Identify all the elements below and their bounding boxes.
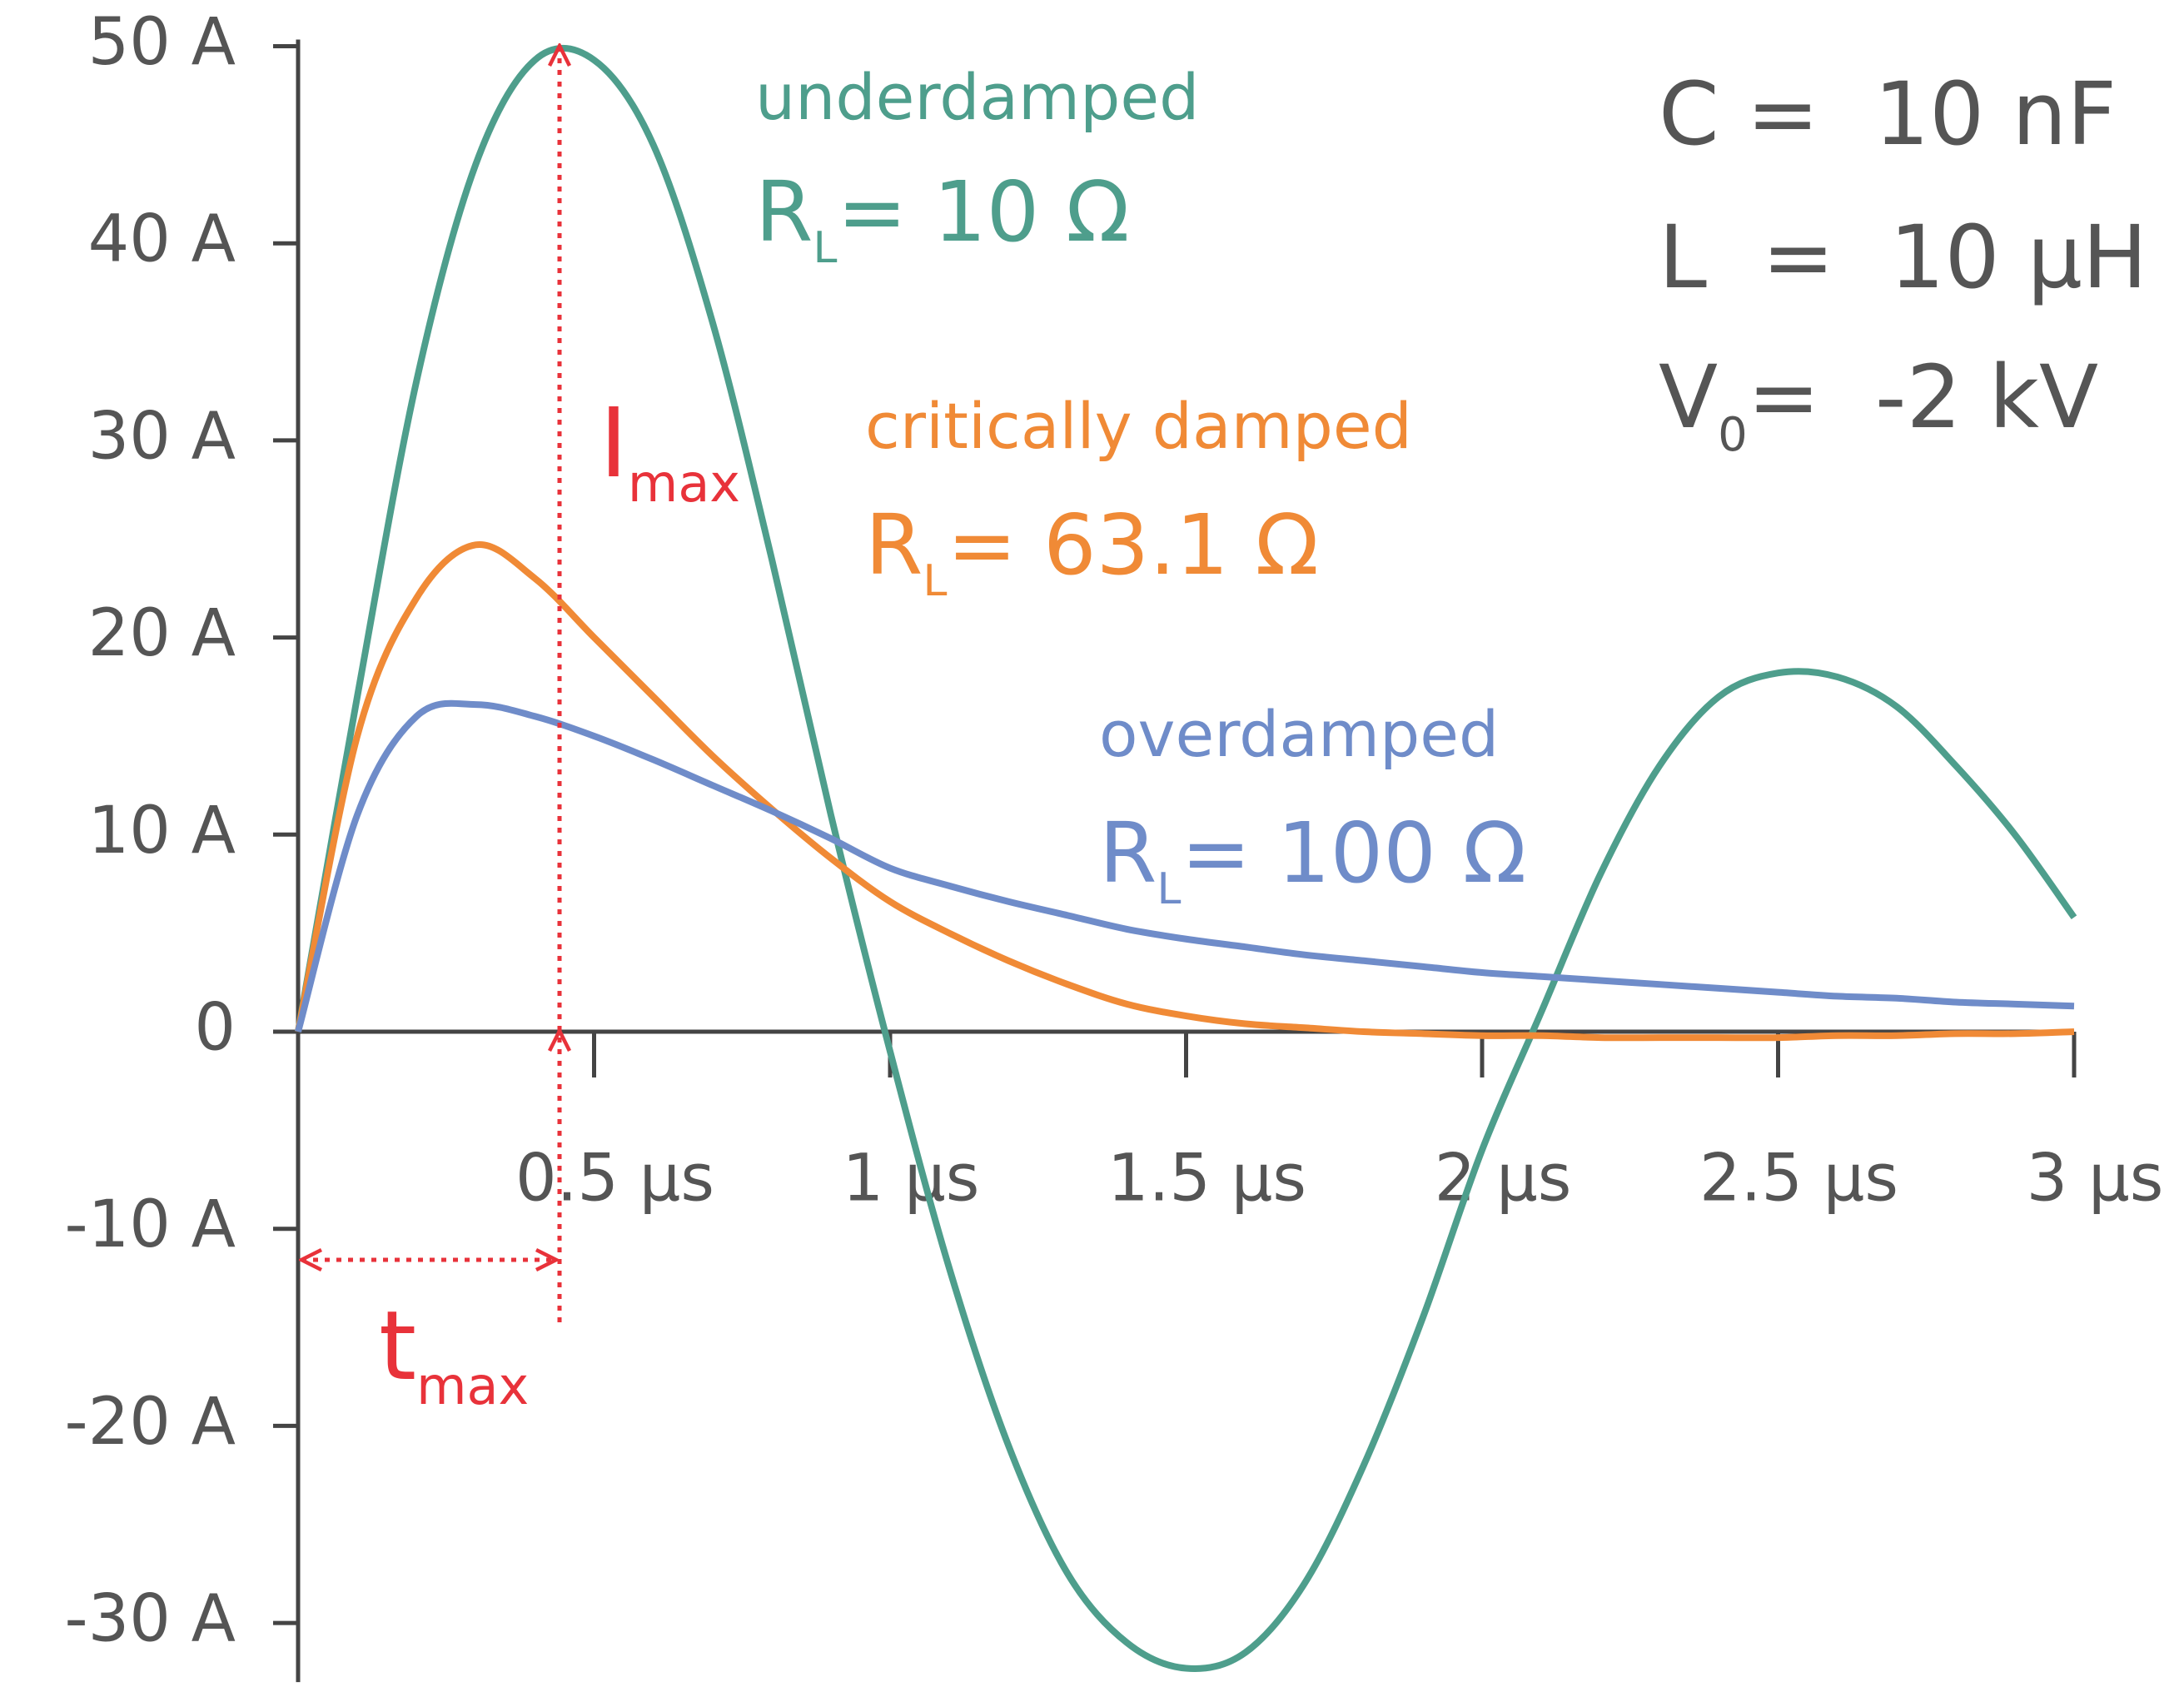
tmax-sub: max bbox=[416, 1356, 529, 1416]
resistance-sub: L bbox=[1157, 864, 1181, 914]
tmax-symbol: t bbox=[379, 1291, 416, 1402]
imax-sub: max bbox=[628, 453, 740, 514]
parameter: C = 10 nF bbox=[1659, 63, 2117, 165]
y-tick-label: -20 A bbox=[64, 1385, 236, 1460]
x-tick-label: 0.5 µs bbox=[515, 1141, 714, 1216]
parameter-rest: = 10 nF bbox=[1719, 63, 2117, 165]
series-line bbox=[295, 699, 2075, 1033]
series-resistance: RL= 100 Ω bbox=[1099, 804, 1526, 914]
parameter-symbol: C bbox=[1659, 63, 1719, 165]
resistance-symbol: R bbox=[1099, 804, 1157, 902]
parameter-rest: = 10 µH bbox=[1707, 207, 2147, 308]
x-tick-label: 1 µs bbox=[843, 1141, 980, 1216]
series-resistance: RL= 63.1 Ω bbox=[865, 496, 1319, 606]
legend-name: critically damped bbox=[865, 389, 1412, 463]
x-tick-label: 3 µs bbox=[2027, 1141, 2164, 1216]
imax-arrow bbox=[301, 46, 560, 1322]
parameter-symbol: L bbox=[1659, 207, 1707, 308]
series-line bbox=[295, 541, 2075, 1042]
resistance-symbol: R bbox=[865, 496, 923, 594]
y-tick-label: 20 A bbox=[88, 596, 236, 671]
imax-symbol: I bbox=[599, 388, 628, 500]
imax-label: Imax bbox=[599, 388, 740, 514]
lines bbox=[295, 44, 2077, 1672]
resistance-sub: L bbox=[813, 223, 837, 273]
parameter-sub: 0 bbox=[1718, 408, 1748, 462]
series-line bbox=[295, 44, 2077, 1672]
y-tick-label: -10 A bbox=[64, 1187, 236, 1262]
parameter: L = 10 µH bbox=[1659, 207, 2147, 308]
tmax-label: tmax bbox=[379, 1291, 529, 1416]
y-tick-label: -30 A bbox=[64, 1582, 236, 1657]
parameter-rest: = -2 kV bbox=[1748, 346, 2098, 448]
resistance-sub: L bbox=[923, 556, 947, 606]
y-tick-label: 10 A bbox=[88, 794, 236, 868]
x-tick-label: 1.5 µs bbox=[1107, 1141, 1306, 1216]
resistance-rest: = 63.1 Ω bbox=[947, 496, 1318, 594]
axes: -30 A -20 A -10 A 0 10 A 20 A 30 A 40 A 50 A 0.5 … bbox=[64, 5, 2164, 1683]
parameter-symbol: V bbox=[1659, 346, 1718, 448]
legend-name: underdamped bbox=[755, 60, 1199, 134]
x-tick-label: 2 µs bbox=[1435, 1141, 1572, 1216]
x-tick-label: 2.5 µs bbox=[1699, 1141, 1898, 1216]
parameter: V0= -2 kV bbox=[1659, 346, 2098, 462]
y-tick-label: 0 bbox=[194, 990, 236, 1065]
y-tick-label: 40 A bbox=[88, 202, 236, 277]
resistance-rest: = 100 Ω bbox=[1181, 804, 1526, 902]
legend-name: overdamped bbox=[1099, 697, 1499, 771]
resistance-symbol: R bbox=[755, 163, 813, 261]
y-tick-label: 30 A bbox=[88, 399, 236, 474]
y-tick-label: 50 A bbox=[88, 5, 236, 80]
resistance-rest: = 10 Ω bbox=[837, 163, 1129, 261]
series-resistance: RL= 10 Ω bbox=[755, 163, 1130, 273]
